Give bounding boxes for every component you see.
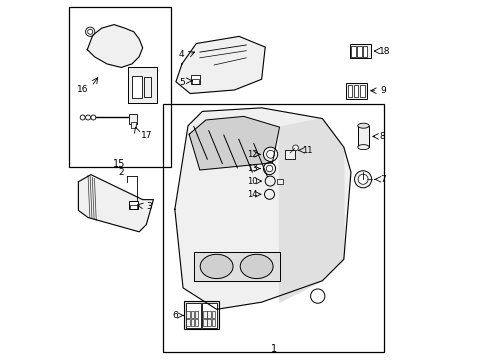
Bar <box>359 85 364 97</box>
Bar <box>357 126 368 147</box>
Text: 13: 13 <box>246 164 257 173</box>
Circle shape <box>357 174 367 184</box>
Bar <box>346 83 366 99</box>
Text: 1: 1 <box>270 344 276 354</box>
Polygon shape <box>189 116 279 170</box>
Text: 7: 7 <box>379 175 385 184</box>
Bar <box>277 179 283 184</box>
Bar <box>362 46 366 57</box>
Bar <box>285 150 295 159</box>
Bar <box>194 311 198 318</box>
Polygon shape <box>128 67 157 103</box>
Text: 4: 4 <box>178 50 183 59</box>
Circle shape <box>292 145 298 151</box>
Text: 11: 11 <box>302 146 312 155</box>
Bar <box>349 44 370 58</box>
Ellipse shape <box>240 254 272 279</box>
Circle shape <box>85 27 95 36</box>
Circle shape <box>80 115 85 120</box>
Circle shape <box>266 150 274 158</box>
Polygon shape <box>78 175 153 232</box>
Bar <box>356 46 361 57</box>
Bar <box>130 122 135 128</box>
Text: 8: 8 <box>379 132 385 141</box>
Bar <box>129 114 136 123</box>
Bar <box>194 319 198 326</box>
Polygon shape <box>176 36 264 94</box>
Text: 17: 17 <box>140 131 152 140</box>
Bar <box>203 319 206 326</box>
Circle shape <box>264 176 275 186</box>
Bar <box>207 319 210 326</box>
Bar <box>202 303 217 328</box>
Text: 2: 2 <box>118 168 124 177</box>
Bar <box>163 104 383 352</box>
Circle shape <box>87 29 93 34</box>
Circle shape <box>264 189 274 199</box>
Bar <box>190 311 194 318</box>
Bar <box>185 303 200 328</box>
Bar <box>186 319 189 326</box>
Text: 18: 18 <box>378 46 390 55</box>
Polygon shape <box>193 252 279 281</box>
Bar <box>69 7 171 167</box>
Text: 14: 14 <box>246 190 257 199</box>
Ellipse shape <box>357 145 368 150</box>
Ellipse shape <box>357 123 368 128</box>
Text: 10: 10 <box>246 176 257 185</box>
Bar <box>350 46 355 57</box>
Text: 5: 5 <box>179 78 184 87</box>
Bar <box>132 76 142 98</box>
Text: 3: 3 <box>145 202 151 211</box>
Circle shape <box>263 147 277 161</box>
Bar <box>183 301 219 329</box>
Bar <box>211 319 215 326</box>
Bar <box>129 201 138 209</box>
Text: 12: 12 <box>246 150 257 159</box>
Bar <box>190 75 200 84</box>
Text: 6: 6 <box>172 311 178 320</box>
Circle shape <box>85 115 90 120</box>
Bar <box>190 319 194 326</box>
Text: 16: 16 <box>77 85 89 94</box>
Bar <box>192 79 199 84</box>
Bar <box>207 311 210 318</box>
Polygon shape <box>175 108 350 309</box>
Bar <box>186 311 189 318</box>
Circle shape <box>266 165 272 172</box>
Polygon shape <box>87 24 142 67</box>
Text: 9: 9 <box>380 86 385 95</box>
Circle shape <box>91 115 96 120</box>
Bar <box>130 205 137 208</box>
Bar <box>211 311 215 318</box>
Bar <box>144 77 151 97</box>
Bar <box>347 85 352 97</box>
Text: 15: 15 <box>112 159 125 169</box>
Circle shape <box>263 162 275 175</box>
Bar <box>353 85 358 97</box>
Polygon shape <box>279 118 343 302</box>
Circle shape <box>354 171 371 188</box>
Bar <box>203 311 206 318</box>
Circle shape <box>310 289 324 303</box>
Ellipse shape <box>200 254 233 279</box>
